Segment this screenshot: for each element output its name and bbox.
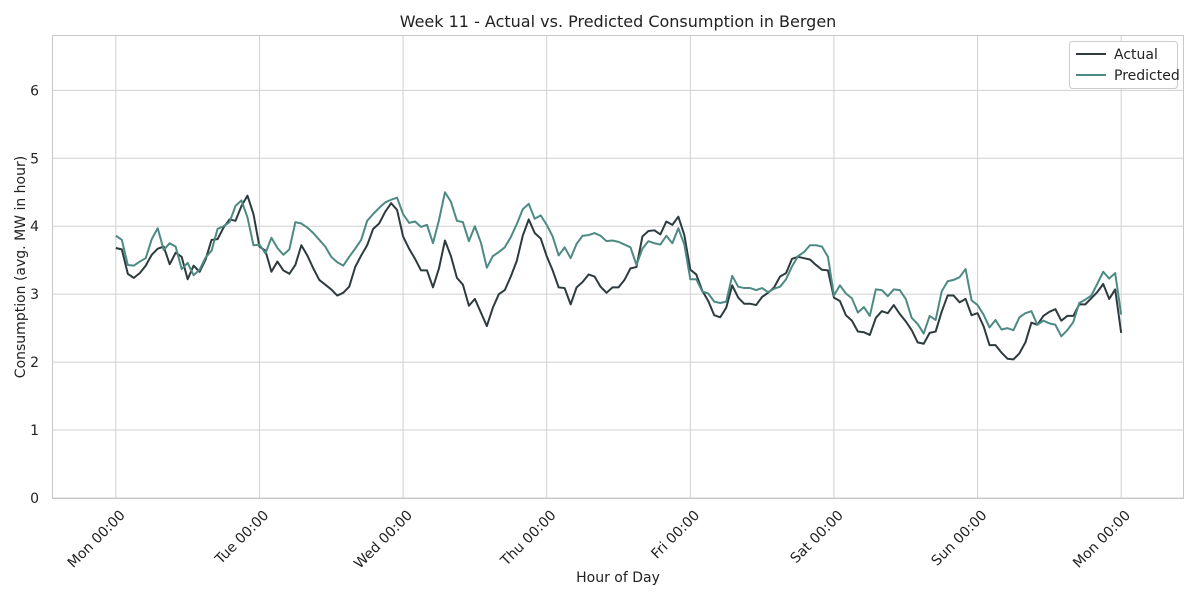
y-tick-label: 0 bbox=[30, 491, 39, 507]
series-line-actual bbox=[115, 194, 1123, 361]
y-tick-label: 4 bbox=[30, 219, 39, 235]
y-tick-label: 3 bbox=[30, 287, 39, 303]
legend-label-predicted: Predicted bbox=[1114, 68, 1180, 84]
y-tick-label: 5 bbox=[30, 151, 39, 167]
legend-label-actual: Actual bbox=[1114, 47, 1158, 63]
y-tick-label: 1 bbox=[30, 423, 39, 439]
x-tick-label: Mon 00:00 bbox=[65, 508, 129, 572]
x-axis-label: Hour of Day bbox=[576, 570, 660, 586]
x-tick-label: Wed 00:00 bbox=[351, 508, 416, 573]
plot-area-frame bbox=[52, 35, 1184, 499]
x-tick-label: Mon 00:00 bbox=[1070, 508, 1134, 572]
series-lines bbox=[115, 191, 1123, 361]
x-tick-label: Sun 00:00 bbox=[929, 508, 991, 570]
legend: Actual Predicted bbox=[1069, 41, 1180, 89]
grid bbox=[53, 36, 1184, 499]
x-tick-label: Tue 00:00 bbox=[212, 508, 273, 569]
x-tick-label: Fri 00:00 bbox=[648, 508, 703, 563]
y-tick-label: 6 bbox=[30, 83, 39, 99]
x-tick-label: Thu 00:00 bbox=[497, 508, 559, 570]
series-line-predicted bbox=[115, 191, 1123, 338]
chart-title: Week 11 - Actual vs. Predicted Consumpti… bbox=[400, 12, 837, 31]
y-tick-label: 2 bbox=[30, 355, 39, 371]
y-axis-label: Consumption (avg. MW in hour) bbox=[13, 156, 29, 378]
x-tick-label: Sat 00:00 bbox=[788, 508, 847, 567]
